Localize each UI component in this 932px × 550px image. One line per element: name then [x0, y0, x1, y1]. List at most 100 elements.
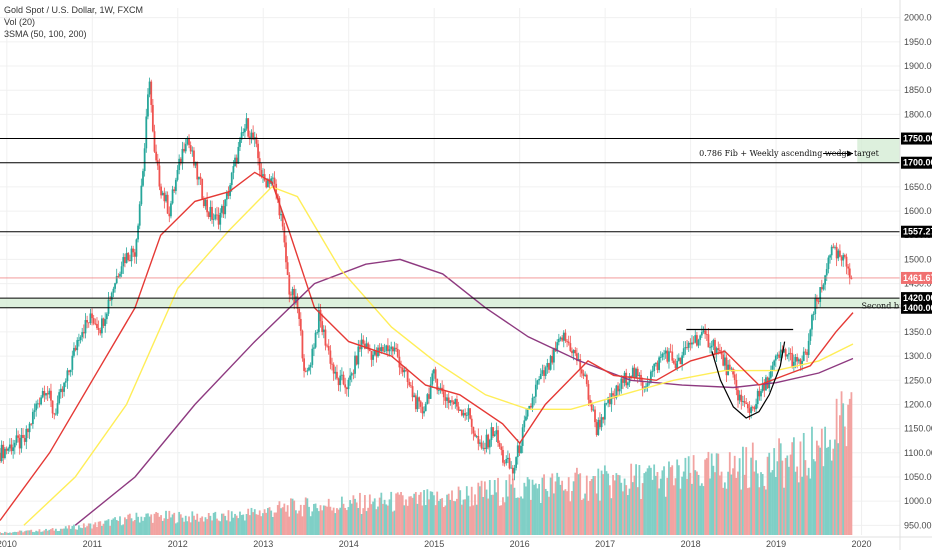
candle-body	[109, 299, 112, 301]
candle-body	[474, 433, 476, 437]
candle-body	[582, 373, 585, 376]
candle-body	[403, 369, 406, 373]
candle-body	[5, 448, 8, 451]
candle-body	[464, 412, 467, 416]
price-badge	[901, 156, 932, 169]
volume-bar	[153, 513, 156, 535]
volume-bar	[143, 517, 146, 535]
candle-body	[197, 176, 200, 180]
price-badge	[901, 132, 932, 145]
volume-bar	[145, 513, 148, 535]
volume-bar	[694, 470, 697, 535]
candle-body	[533, 396, 536, 398]
volume-bar	[526, 477, 529, 535]
zone-rect	[0, 298, 900, 308]
candle-body	[576, 353, 578, 362]
volume-bar	[396, 492, 399, 535]
sma-indicator-label[interactable]: 3SMA (50, 100, 200)	[4, 29, 87, 39]
candle-body	[252, 132, 255, 140]
y-tick-label: 1100.00	[904, 448, 932, 458]
volume-bar	[556, 472, 559, 535]
volume-bar	[201, 516, 204, 535]
candle-body	[230, 172, 233, 186]
volume-bar	[244, 520, 246, 535]
volume-bar	[470, 486, 473, 535]
candle-body	[349, 375, 351, 380]
volume-bar	[184, 515, 187, 535]
candle-body	[51, 400, 54, 414]
x-tick-label: 2020	[852, 539, 872, 549]
volume-bar	[679, 488, 682, 535]
volume-bar	[311, 511, 314, 535]
volume-indicator-label[interactable]: Vol (20)	[4, 17, 36, 27]
volume-bar	[89, 523, 92, 535]
volume-bar	[640, 499, 642, 535]
volume-bar	[135, 512, 138, 535]
candle-body	[372, 354, 375, 360]
candle-body	[104, 319, 107, 326]
candle-body	[337, 378, 340, 386]
candle-body	[84, 320, 87, 334]
candle-body	[451, 400, 453, 402]
candle-body	[446, 397, 448, 401]
volume-bar	[561, 480, 564, 535]
candle-body	[569, 343, 572, 351]
volume-bar	[25, 530, 28, 535]
volume-bar	[250, 507, 253, 535]
time-axis[interactable]: 2010 2011 2012 2013 2014 2015 2016 2017 2018 2019…	[0, 536, 932, 549]
volume-bar	[620, 482, 623, 535]
price-badge	[901, 225, 932, 238]
candle-body	[235, 157, 238, 164]
volume-bar	[839, 415, 841, 535]
candle-body	[296, 296, 299, 309]
candle-body	[820, 287, 823, 290]
candle-body	[534, 384, 537, 397]
candle-body	[510, 467, 513, 469]
volume-bar	[87, 523, 90, 535]
candle-body	[801, 360, 804, 366]
candle-body	[10, 444, 13, 452]
volume-bar	[441, 498, 444, 535]
candle-body	[91, 313, 93, 319]
volume-bar	[331, 510, 333, 535]
symbol-title[interactable]: Gold Spot / U.S. Dollar, 1W, FXCM	[4, 5, 144, 15]
candle-body	[79, 337, 82, 341]
volume-bar	[171, 514, 174, 535]
volume-bar	[834, 439, 836, 535]
volume-bar	[163, 518, 166, 535]
y-tick-label: 1950.00	[904, 37, 932, 47]
volume-bar	[567, 477, 570, 535]
volume-bar	[626, 495, 629, 535]
volume-bar	[86, 526, 89, 535]
volume-bar	[271, 516, 274, 535]
volume-bar	[285, 511, 287, 535]
candle-body	[77, 340, 80, 341]
volume-bar	[719, 475, 721, 535]
volume-bar	[194, 519, 197, 535]
volume-bar	[349, 500, 351, 535]
volume-bar	[691, 483, 693, 535]
candle-body	[309, 364, 312, 368]
volume-bar	[27, 530, 29, 535]
candle-body	[434, 369, 437, 379]
volume-bar	[525, 486, 527, 535]
candle-body	[329, 350, 332, 364]
candle-body	[155, 151, 158, 161]
volume-bar	[442, 507, 445, 535]
candle-body	[176, 170, 179, 180]
volume-bar	[303, 504, 305, 535]
candle-body	[25, 428, 28, 442]
volume-bar	[479, 486, 481, 535]
volume-bar	[258, 510, 261, 535]
volume-bar	[618, 475, 621, 535]
candle-body	[436, 378, 439, 391]
volume-bar	[40, 531, 42, 535]
candle-body	[671, 351, 674, 361]
volume-bar	[595, 493, 598, 535]
candle-body	[607, 397, 610, 403]
candle-body	[699, 335, 702, 340]
volume-bar	[497, 477, 499, 535]
volume-bar	[429, 491, 432, 535]
volume-bar	[51, 528, 54, 535]
